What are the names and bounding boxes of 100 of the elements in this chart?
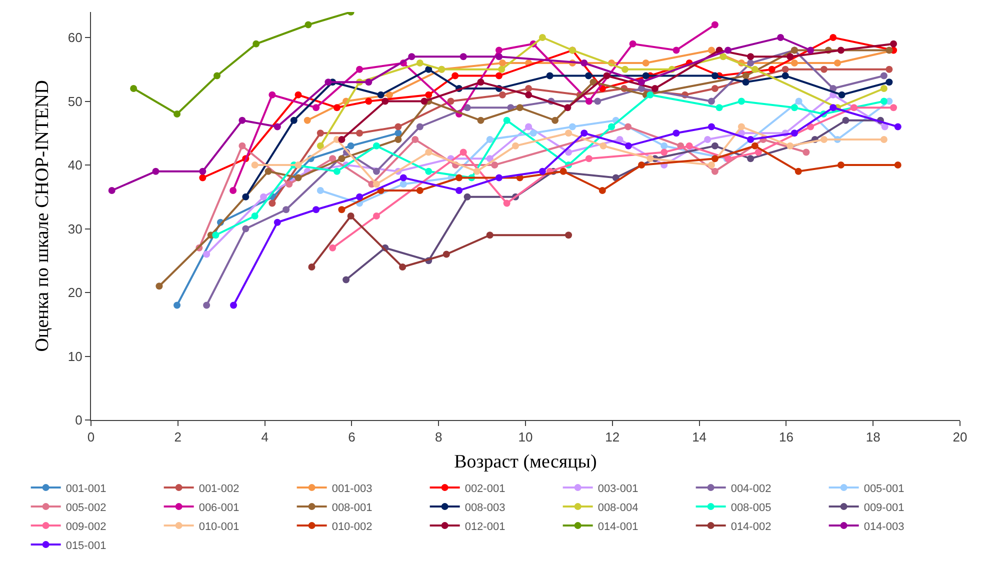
point [377,91,384,98]
point [425,91,432,98]
legend-label: 008-001 [332,502,372,514]
x-tick-label: 20 [952,430,968,445]
point [880,136,888,143]
y-tick-label: 60 [68,30,82,46]
point [316,130,324,137]
point [624,142,632,150]
point [420,98,428,105]
point [795,98,802,105]
point [880,85,888,92]
point [624,123,632,130]
point [251,212,258,220]
point [152,168,160,175]
point [174,302,181,309]
y-tick-label: 50 [68,94,82,109]
x-tick-label: 10 [518,430,533,445]
point [460,53,467,60]
y-tick-label: 10 [68,348,82,364]
legend-label: 002-001 [464,482,506,495]
point [786,53,794,60]
point [238,142,246,150]
point [642,72,650,80]
point [282,206,290,214]
legend-label: 006-001 [198,502,240,514]
point [491,162,498,168]
point [600,142,607,150]
point [230,302,238,309]
point [538,168,546,175]
point [496,46,502,54]
point [425,148,432,156]
point [747,136,754,143]
point [622,66,628,73]
point [585,72,592,80]
point [638,78,646,86]
point [372,180,380,188]
point [565,130,572,137]
point [820,136,828,143]
point [834,60,841,66]
point [830,104,837,112]
legend-label: 014-002 [730,520,772,533]
point [886,66,893,73]
x-tick-label: 0 [87,430,95,445]
point [886,78,893,86]
point [394,136,402,143]
legend-label: 010-001 [198,520,240,533]
point [724,46,732,54]
point [616,136,624,143]
legend-label: 004-002 [730,482,772,495]
point [294,162,302,168]
point [530,130,537,137]
point [199,168,206,175]
point [629,40,636,48]
point [230,187,237,194]
point [672,46,680,54]
point [238,116,246,124]
point [711,168,718,175]
legend-label: 005-001 [864,482,904,495]
point [456,187,463,194]
point [603,72,610,80]
point [312,206,320,214]
legend-label: 009-001 [864,502,904,514]
legend-label: 005-002 [66,502,106,514]
point [304,21,312,28]
point [394,123,402,130]
point [782,72,789,80]
point [642,60,650,66]
legend-label: 001-002 [198,482,240,495]
point [585,155,592,162]
point [268,200,276,207]
point [156,282,163,290]
point [130,85,138,92]
point [212,232,220,239]
x-tick-label: 14 [692,430,707,445]
point [496,174,502,182]
point [356,130,364,137]
point [251,162,258,168]
point [447,98,454,105]
point [837,46,844,54]
point [890,40,898,48]
point [372,212,380,220]
point [338,155,346,162]
point [594,98,602,105]
point [347,212,354,220]
legend-label: 008-004 [598,502,638,514]
point [425,66,432,73]
point [372,142,380,150]
point [252,40,260,48]
point [786,142,794,150]
point [496,53,502,60]
point [790,130,798,137]
y-tick-label: 30 [68,221,82,236]
point [242,193,250,200]
point [347,142,354,150]
legend-label: 014-001 [598,520,638,533]
point [503,116,510,124]
point [516,104,524,112]
point [329,244,336,252]
point [660,142,668,150]
point [308,264,316,270]
